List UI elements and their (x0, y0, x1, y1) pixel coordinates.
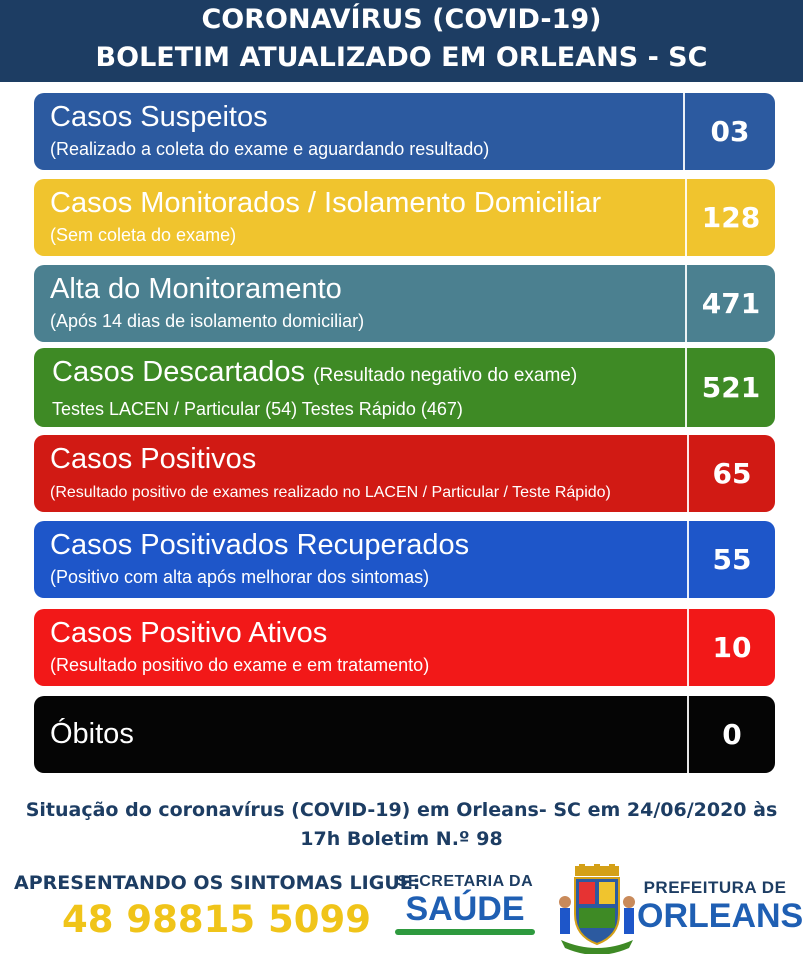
card-divider (685, 265, 687, 342)
card-value: 03 (710, 115, 750, 148)
card-subtitle: Testes LACEN / Particular (54) Testes Rá… (52, 399, 463, 419)
saude-logo-bar (395, 929, 535, 935)
prefeitura-orleans-logo: PREFEITURA DE ORLEANS (637, 878, 803, 935)
card-title: Casos Positivos (50, 443, 257, 475)
saude-logo-big: SAÚDE (405, 890, 525, 928)
card-value: 521 (701, 371, 761, 404)
bulletin-status: Situação do coronavírus (COVID-19) em Or… (0, 796, 803, 854)
card-divider (685, 348, 687, 427)
card-casos-descartados: Casos Descartados (Resultado negativo do… (34, 348, 775, 427)
card-subtitle: (Sem coleta do exame) (50, 225, 237, 245)
card-casos-suspeitos: Casos Suspeitos (Realizado a coleta do e… (34, 93, 775, 170)
card-title-note: (Resultado negativo do exame) (313, 365, 578, 386)
card-value: 10 (712, 631, 752, 664)
card-divider (687, 609, 689, 686)
card-divider (683, 93, 685, 170)
card-alta-monitoramento: Alta do Monitoramento (Após 14 dias de i… (34, 265, 775, 342)
orleans-crest-icon (559, 864, 635, 954)
card-title-text: Casos Descartados (52, 356, 306, 388)
bulletin-header: CORONAVÍRUS (COVID-19) BOLETIM ATUALIZAD… (0, 0, 803, 82)
card-positivados-recuperados: Casos Positivados Recuperados (Positivo … (34, 521, 775, 598)
header-title: CORONAVÍRUS (COVID-19) (201, 4, 602, 35)
card-divider (685, 179, 687, 256)
card-value: 128 (701, 201, 761, 234)
card-subtitle: (Positivo com alta após melhorar dos sin… (50, 567, 430, 587)
prefeitura-big: ORLEANS (637, 897, 803, 935)
card-casos-positivos: Casos Positivos (Resultado positivo de e… (34, 435, 775, 512)
card-value: 0 (722, 718, 742, 751)
header-subtitle: BOLETIM ATUALIZADO EM ORLEANS - SC (95, 42, 708, 73)
card-title: Casos Descartados (Resultado negativo do… (52, 356, 577, 389)
phone-number: 48 98815 5099 (62, 898, 371, 941)
card-value: 471 (701, 287, 761, 320)
card-value: 55 (712, 543, 752, 576)
card-subtitle: (Realizado a coleta do exame e aguardand… (50, 139, 490, 159)
card-divider (687, 435, 689, 512)
card-title: Casos Positivados Recuperados (50, 529, 470, 561)
card-positivo-ativos: Casos Positivo Ativos (Resultado positiv… (34, 609, 775, 686)
card-title: Casos Suspeitos (50, 101, 268, 133)
card-title: Casos Positivo Ativos (50, 617, 328, 649)
card-subtitle: (Após 14 dias de isolamento domiciliar) (50, 311, 365, 331)
card-divider (687, 521, 689, 598)
secretaria-saude-logo: SECRETARIA DA SAÚDE (390, 873, 540, 945)
card-subtitle: (Resultado positivo de exames realizado … (50, 484, 611, 501)
call-label: APRESENTANDO OS SINTOMAS LIGUE: (14, 872, 421, 894)
status-line-1: Situação do coronavírus (COVID-19) em Or… (25, 799, 778, 821)
card-divider (687, 696, 689, 773)
status-line-2: 17h Boletim N.º 98 (300, 828, 503, 850)
saude-logo-top: SECRETARIA DA (396, 873, 534, 890)
card-title: Alta do Monitoramento (50, 273, 342, 305)
card-title: Óbitos (50, 718, 134, 750)
card-casos-monitorados: Casos Monitorados / Isolamento Domicilia… (34, 179, 775, 256)
card-value: 65 (712, 457, 752, 490)
prefeitura-top: PREFEITURA DE (643, 878, 787, 897)
card-title: Casos Monitorados / Isolamento Domicilia… (50, 187, 602, 219)
card-obitos: Óbitos 0 (34, 696, 775, 773)
card-subtitle: (Resultado positivo do exame e em tratam… (50, 655, 430, 675)
